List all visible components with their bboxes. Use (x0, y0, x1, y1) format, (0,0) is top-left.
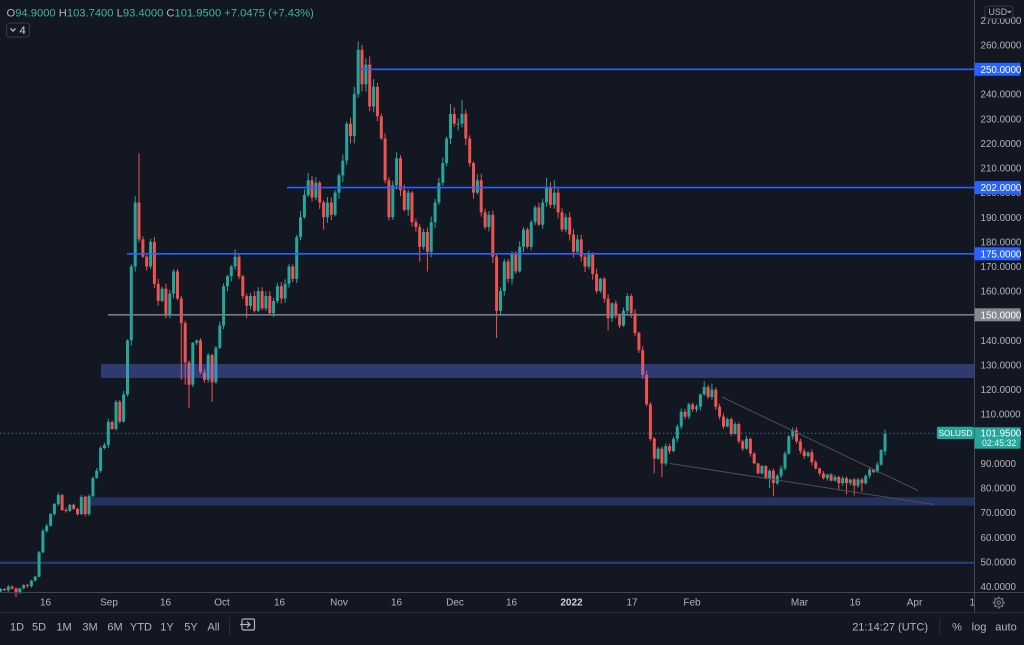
svg-text:150.0000: 150.0000 (981, 310, 1022, 321)
svg-text:40.0000: 40.0000 (981, 582, 1017, 593)
svg-text:230.0000: 230.0000 (981, 114, 1022, 125)
svg-text:1M: 1M (56, 622, 71, 634)
svg-text:Apr: Apr (907, 597, 923, 608)
svg-text:Mar: Mar (791, 597, 809, 608)
svg-text:6M: 6M (107, 622, 122, 634)
svg-text:250.0000: 250.0000 (981, 65, 1022, 76)
svg-text:USD: USD (989, 7, 1008, 17)
svg-text:All: All (207, 622, 219, 634)
svg-text:220.0000: 220.0000 (981, 139, 1022, 150)
svg-text:YTD: YTD (130, 622, 152, 634)
svg-text:16: 16 (849, 597, 861, 608)
svg-text:160.0000: 160.0000 (981, 287, 1022, 298)
svg-text:log: log (972, 622, 987, 634)
svg-text:2022: 2022 (560, 598, 583, 609)
svg-text:Nov: Nov (330, 597, 348, 608)
svg-text:260.0000: 260.0000 (981, 40, 1022, 51)
svg-text:1D: 1D (10, 622, 24, 634)
svg-text:Feb: Feb (683, 597, 701, 608)
svg-text:16: 16 (160, 597, 172, 608)
svg-text:202.0000: 202.0000 (981, 183, 1022, 194)
svg-text:16: 16 (40, 597, 52, 608)
svg-text:180.0000: 180.0000 (981, 237, 1022, 248)
svg-text:50.0000: 50.0000 (981, 557, 1017, 568)
svg-text:110.0000: 110.0000 (981, 410, 1022, 421)
svg-text:auto: auto (995, 622, 1016, 634)
svg-text:%: % (952, 622, 962, 634)
svg-text:5Y: 5Y (184, 622, 198, 634)
svg-text:120.0000: 120.0000 (981, 385, 1022, 396)
svg-text:Oct: Oct (214, 597, 230, 608)
svg-text:3M: 3M (82, 622, 97, 634)
svg-text:170.0000: 170.0000 (981, 262, 1022, 273)
svg-text:4: 4 (20, 25, 26, 37)
svg-text:210.0000: 210.0000 (981, 164, 1022, 175)
svg-text:16: 16 (274, 597, 286, 608)
svg-text:130.0000: 130.0000 (981, 361, 1022, 372)
svg-text:80.0000: 80.0000 (981, 484, 1017, 495)
svg-text:17: 17 (626, 597, 638, 608)
svg-text:5D: 5D (32, 622, 46, 634)
svg-text:21:14:27 (UTC): 21:14:27 (UTC) (852, 622, 928, 634)
svg-text:O94.9000 H103.7400 L93.4000 C1: O94.9000 H103.7400 L93.4000 C101.9500 +7… (7, 8, 315, 20)
svg-text:240.0000: 240.0000 (981, 90, 1022, 101)
svg-text:SOLUSD: SOLUSD (939, 429, 973, 438)
svg-text:16: 16 (391, 597, 403, 608)
svg-text:70.0000: 70.0000 (981, 508, 1017, 519)
svg-text:190.0000: 190.0000 (981, 213, 1022, 224)
svg-text:140.0000: 140.0000 (981, 336, 1022, 347)
svg-text:60.0000: 60.0000 (981, 533, 1017, 544)
svg-text:Dec: Dec (446, 597, 464, 608)
svg-text:16: 16 (506, 597, 518, 608)
svg-text:175.0000: 175.0000 (981, 249, 1022, 260)
svg-text:Sep: Sep (100, 597, 118, 608)
svg-text:90.0000: 90.0000 (981, 459, 1017, 470)
svg-text:1Y: 1Y (160, 622, 174, 634)
svg-text:02:45:32: 02:45:32 (982, 438, 1016, 448)
